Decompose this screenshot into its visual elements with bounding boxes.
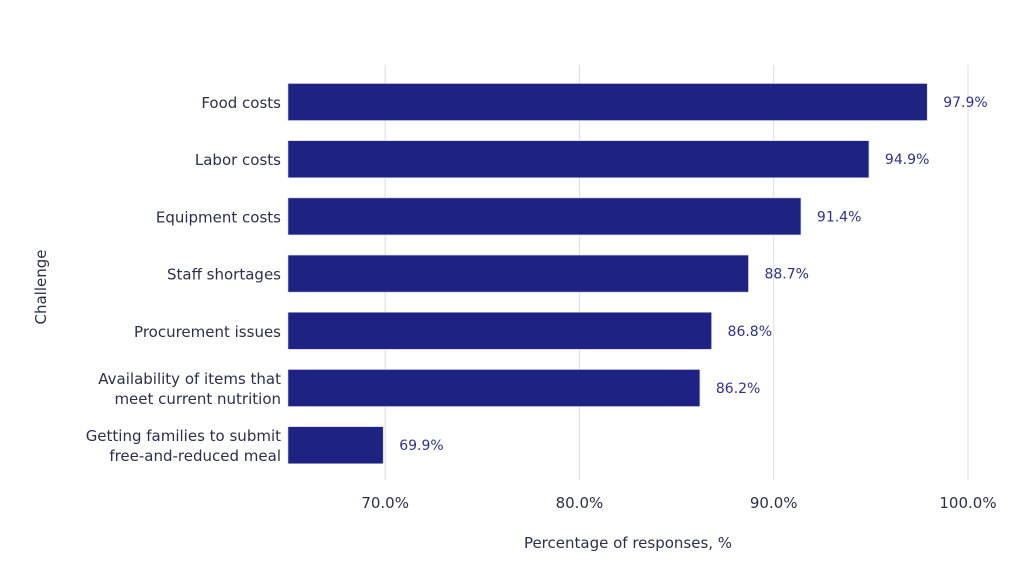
x-axis-title: Percentage of responses, % [524,534,732,552]
y-tick-label: Procurement issues [134,323,281,341]
y-tick-label: Availability of items that [98,370,281,388]
x-tick-label: 100.0% [939,494,996,512]
y-tick-label: free-and-reduced meal [109,447,281,465]
y-tick-label: Staff shortages [167,266,281,284]
y-tick-label: Food costs [201,94,281,112]
data-label: 86.2% [716,381,760,397]
data-label: 97.9% [943,95,987,111]
bar [287,311,712,350]
y-axis-title: Challenge [32,250,50,325]
bar [287,369,701,407]
y-tick-label: Equipment costs [156,208,281,226]
bar [287,83,928,121]
bar [287,254,749,293]
x-tick-label: 70.0% [361,494,409,512]
data-label: 88.7% [764,267,808,283]
x-tick-label: 90.0% [750,494,798,512]
y-tick-label: Getting families to submit [86,427,281,445]
bar [287,140,870,178]
data-label: 86.8% [728,324,772,340]
data-label: 91.4% [817,209,861,225]
y-tick-label: meet current nutrition [114,390,281,408]
bar [287,426,384,465]
y-tick-label: Labor costs [195,151,281,169]
data-label: 69.9% [399,438,443,454]
x-tick-label: 80.0% [556,494,604,512]
bar [287,197,802,236]
data-label: 94.9% [885,152,929,168]
